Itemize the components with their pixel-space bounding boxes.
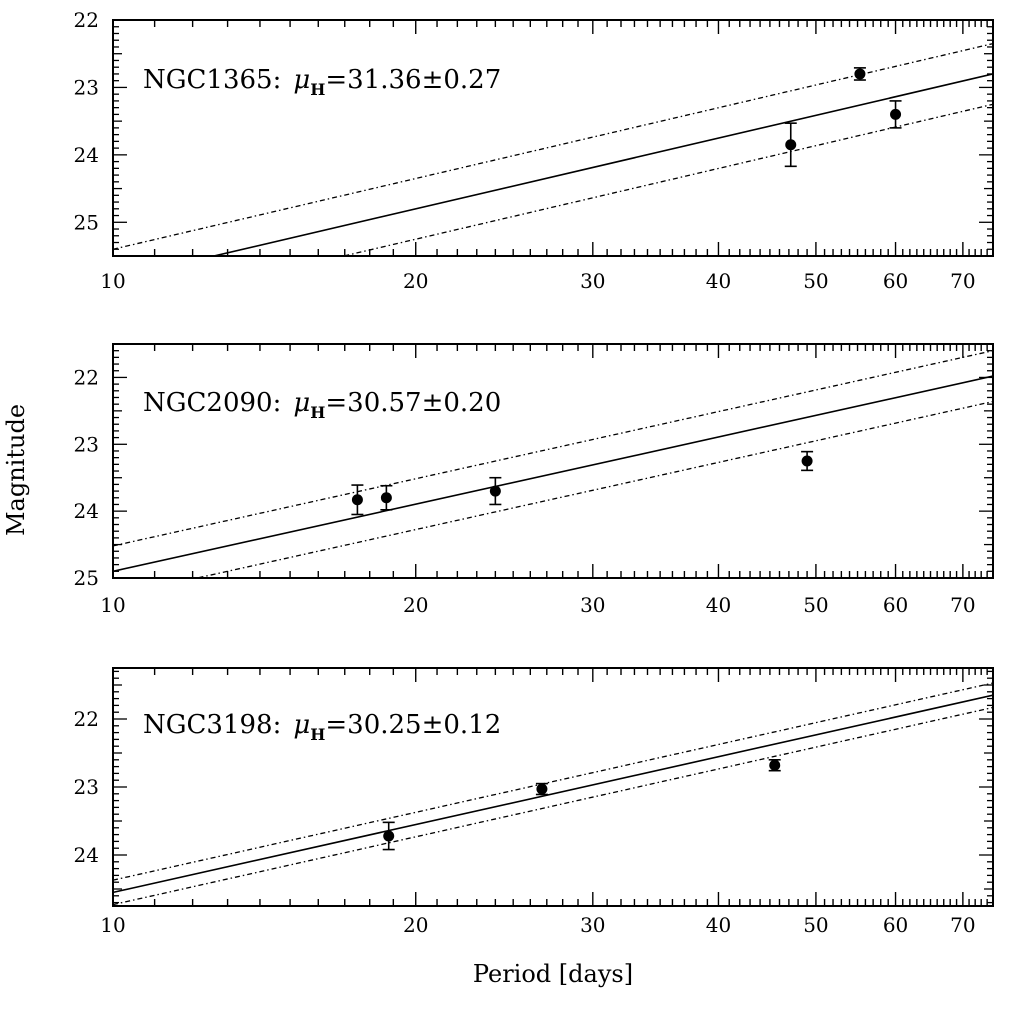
fit-line — [113, 694, 993, 894]
panel-ngc2090: 10 20 30 40 50 60 70 22 23 24 25 NGC2090: μH=30.57±0… — [74, 343, 994, 617]
y-tick-label: 24 — [74, 499, 99, 523]
data-point — [489, 476, 502, 506]
y-tick-label: 25 — [74, 210, 99, 234]
x-tick-label: 30 — [580, 593, 605, 617]
distance-modulus: =31.36±0.27 — [325, 65, 501, 95]
data-point — [351, 484, 364, 516]
mu-subscript: H — [310, 725, 325, 744]
plot-frame — [112, 343, 994, 579]
mu-symbol: μ — [293, 710, 310, 740]
panel-label: NGC3198: μH=30.25±0.12 — [143, 710, 501, 744]
data-marker — [769, 759, 781, 771]
x-tick-label: 10 — [100, 913, 125, 937]
x-tick-label: 60 — [883, 269, 908, 293]
x-tick-label: 70 — [950, 593, 975, 617]
data-point — [382, 821, 395, 851]
distance-modulus: =30.57±0.20 — [325, 388, 501, 418]
y-tick-label: 22 — [74, 8, 99, 32]
x-tick-label: 40 — [706, 269, 731, 293]
data-point — [380, 484, 393, 511]
x-tick-label: 70 — [950, 913, 975, 937]
galaxy-name: NGC2090: — [143, 388, 281, 418]
lower-dispersion-line — [113, 706, 993, 906]
y-tick-label: 25 — [74, 566, 99, 590]
data-marker — [536, 783, 548, 795]
data-marker — [801, 455, 813, 467]
data-point — [801, 450, 814, 472]
x-tick-label: 60 — [883, 593, 908, 617]
x-tick-label: 10 — [100, 593, 125, 617]
x-tick-label: 40 — [706, 913, 731, 937]
distance-modulus: =30.25±0.12 — [325, 710, 501, 740]
y-tick-label: 23 — [74, 75, 99, 99]
fit-lines — [113, 350, 993, 578]
y-tick-label: 22 — [74, 365, 99, 389]
y-tick-label: 24 — [74, 843, 99, 867]
panel-label: NGC1365: μH=31.36±0.27 — [143, 65, 501, 99]
panel-ngc1365: 10 20 30 40 50 60 70 22 23 24 25 NGC1365: μH=31.36±0… — [74, 8, 994, 293]
plot-frame — [112, 19, 994, 257]
panel-ngc3198: 10 20 30 40 50 60 70 22 23 24 NGC3198: μH=30.25±0.1… — [74, 667, 994, 937]
data-point — [768, 758, 781, 772]
y-tick-label: 22 — [74, 707, 99, 731]
x-tick-label: 50 — [803, 593, 828, 617]
mu-symbol: μ — [293, 388, 310, 418]
fit-line — [113, 375, 993, 573]
fit-line — [210, 73, 993, 256]
galaxy-name: NGC3198: — [143, 710, 281, 740]
fit-lines — [113, 682, 993, 906]
data-point — [889, 100, 902, 129]
y-tick-label: 24 — [74, 143, 99, 167]
y-tick-label: 23 — [74, 432, 99, 456]
mu-subscript: H — [310, 80, 325, 99]
data-marker — [785, 139, 797, 151]
upper-dispersion-line — [113, 350, 993, 547]
data-point — [784, 122, 797, 168]
data-marker — [380, 492, 392, 504]
y-tick-label: 23 — [74, 775, 99, 799]
y-axis-label: Magnitude — [2, 404, 30, 536]
x-tick-label: 50 — [803, 269, 828, 293]
data-marker — [383, 830, 395, 842]
x-tick-label: 70 — [950, 269, 975, 293]
data-marker — [854, 68, 866, 80]
x-tick-label: 30 — [580, 913, 605, 937]
data-marker — [351, 494, 363, 506]
x-tick-label: 50 — [803, 913, 828, 937]
data-point — [853, 67, 866, 81]
galaxy-name: NGC1365: — [143, 65, 281, 95]
x-tick-label: 10 — [100, 269, 125, 293]
mu-symbol: μ — [293, 65, 310, 95]
upper-dispersion-line — [113, 42, 993, 250]
x-tick-label: 30 — [580, 269, 605, 293]
x-tick-label: 20 — [403, 593, 428, 617]
x-tick-label: 40 — [706, 593, 731, 617]
lower-dispersion-line — [340, 103, 993, 256]
data-point — [535, 782, 548, 796]
x-axis-label: Period [days] — [473, 960, 633, 988]
lower-dispersion-line — [194, 400, 993, 578]
x-tick-label: 20 — [403, 269, 428, 293]
data-marker — [890, 108, 902, 120]
x-tick-label: 20 — [403, 913, 428, 937]
panel-label: NGC2090: μH=30.57±0.20 — [143, 388, 501, 422]
data-marker — [489, 485, 501, 497]
plot-frame — [112, 667, 994, 907]
x-tick-label: 60 — [883, 913, 908, 937]
mu-subscript: H — [310, 403, 325, 422]
fit-lines — [113, 42, 993, 256]
upper-dispersion-line — [113, 682, 993, 881]
